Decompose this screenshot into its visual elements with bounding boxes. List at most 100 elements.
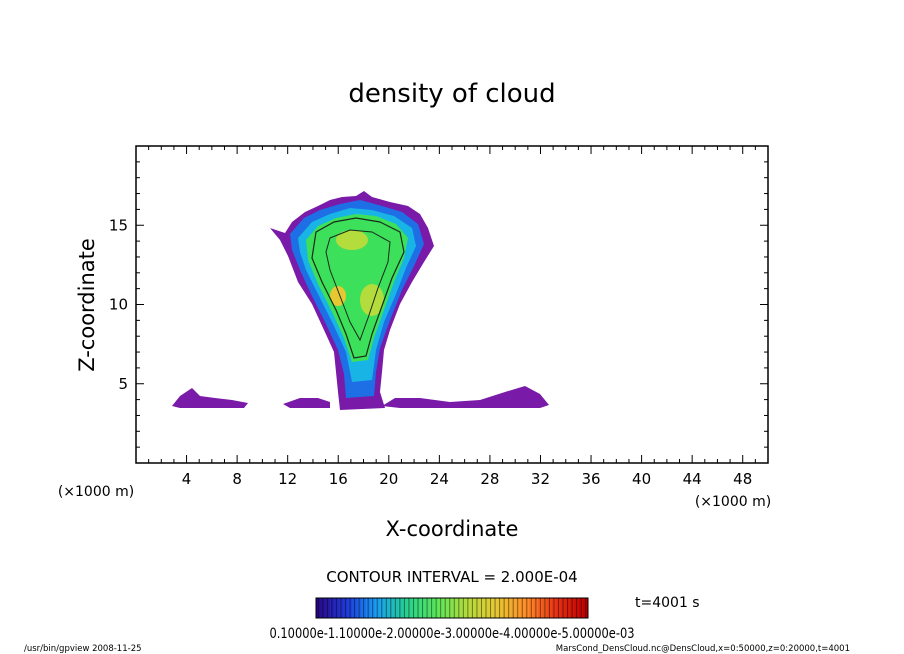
- colorbar-swatch: [538, 598, 544, 618]
- colorbar-swatch: [397, 598, 403, 618]
- colorbar-swatch: [465, 598, 471, 618]
- colorbar-swatch: [325, 598, 331, 618]
- colorbar-swatch: [420, 598, 426, 618]
- colorbar-swatch: [497, 598, 503, 618]
- cloud-contour-1: [311, 217, 405, 359]
- colorbar-swatch: [515, 598, 521, 618]
- plot-frame: [135, 145, 769, 464]
- colorbar-swatch: [501, 598, 507, 618]
- x-tick-label: 8: [232, 470, 242, 488]
- x-tick-label: 20: [379, 470, 398, 488]
- colorbar-border: [315, 597, 589, 619]
- colorbar-swatch: [320, 598, 326, 618]
- x-axis-ticks: 4 8 12 16 20 24 28 32 36 40 44 48: [135, 146, 769, 488]
- colorbar-swatch: [415, 598, 421, 618]
- colorbar-swatch: [429, 598, 435, 618]
- x-tick-label: 36: [581, 470, 600, 488]
- colorbar-swatch: [343, 598, 349, 618]
- cloud-low-layer-left: [172, 388, 248, 408]
- cloud-field: [172, 191, 549, 410]
- x-tick-label: 12: [278, 470, 297, 488]
- colorbar-swatch: [384, 598, 390, 618]
- colorbar-swatch: [438, 598, 444, 618]
- colorbar-swatch: [352, 598, 358, 618]
- cloud-low-layer-right: [382, 386, 549, 408]
- x-tick-label: 40: [632, 470, 651, 488]
- y-tick-label: 5: [118, 375, 128, 393]
- colorbar-swatch: [379, 598, 385, 618]
- x-tick-label: 4: [182, 470, 192, 488]
- colorbar-swatch: [347, 598, 353, 618]
- x-unit-right: (×1000 m): [695, 494, 771, 510]
- x-unit-left: (×1000 m): [58, 484, 134, 500]
- time-label: t=4001 s: [635, 595, 700, 611]
- colorbar-swatch: [442, 598, 448, 618]
- y-tick-label: 10: [109, 296, 128, 314]
- colorbar-swatch: [424, 598, 430, 618]
- x-tick-label: 24: [430, 470, 449, 488]
- x-tick-label: 44: [683, 470, 702, 488]
- colorbar-swatch: [316, 598, 322, 618]
- colorbar-swatch: [574, 598, 580, 618]
- colorbar-swatch: [560, 598, 566, 618]
- x-axis-label: X-coordinate: [386, 517, 519, 541]
- colorbar-swatch: [533, 598, 539, 618]
- colorbar-swatch: [356, 598, 362, 618]
- contour-interval: CONTOUR INTERVAL = 2.000E-04: [326, 568, 577, 586]
- colorbar-tick-labels: 0.10000e-1.10000e-2.00000e-3.00000e-4.00…: [270, 626, 635, 642]
- colorbar-swatch: [474, 598, 480, 618]
- colorbar-swatch: [452, 598, 458, 618]
- cloud-plume-green: [306, 214, 408, 362]
- colorbar-swatch: [520, 598, 526, 618]
- colorbar-swatch: [565, 598, 571, 618]
- x-tick-label: 48: [733, 470, 752, 488]
- footer-right: MarsCond_DensCloud.nc@DensCloud,x=0:5000…: [556, 644, 850, 654]
- colorbar-swatch: [556, 598, 562, 618]
- chart-title: density of cloud: [348, 79, 555, 109]
- colorbar-swatch: [456, 598, 462, 618]
- colorbar-swatch: [506, 598, 512, 618]
- colorbar-swatch: [406, 598, 412, 618]
- colorbar-swatch: [542, 598, 548, 618]
- cloud-core-spot-2: [360, 284, 384, 316]
- x-tick-label: 32: [531, 470, 550, 488]
- colorbar-swatch: [529, 598, 535, 618]
- colorbar-swatch: [578, 598, 584, 618]
- y-axis-label: Z-coordinate: [75, 238, 99, 372]
- footer-left: /usr/bin/gpview 2008-11-25: [24, 644, 142, 654]
- y-axis-ticks: 5 10 15: [109, 145, 768, 464]
- colorbar-swatch: [492, 598, 498, 618]
- colorbar-swatch: [370, 598, 376, 618]
- colorbar-swatch: [470, 598, 476, 618]
- cloud-core-spot-1: [336, 230, 368, 250]
- colorbar-swatch: [411, 598, 417, 618]
- colorbar-swatch: [447, 598, 453, 618]
- colorbar-swatch: [488, 598, 494, 618]
- colorbar-swatch: [479, 598, 485, 618]
- colorbar-swatch: [547, 598, 553, 618]
- colorbar-swatch: [461, 598, 467, 618]
- colorbar-swatch: [338, 598, 344, 618]
- plot-area: [135, 145, 769, 464]
- x-tick-label: 28: [480, 470, 499, 488]
- y-tick-label: 15: [109, 216, 128, 234]
- colorbar-swatch: [365, 598, 371, 618]
- colorbar-swatch: [334, 598, 340, 618]
- colorbar-swatch: [551, 598, 557, 618]
- colorbar-swatch: [433, 598, 439, 618]
- colorbar-swatch: [483, 598, 489, 618]
- x-tick-label: 16: [329, 470, 348, 488]
- colorbar: [315, 597, 589, 619]
- colorbar-swatch: [569, 598, 575, 618]
- colorbar-swatch: [361, 598, 367, 618]
- colorbar-swatch: [374, 598, 380, 618]
- cloud-low-layer-mid: [283, 398, 330, 408]
- colorbar-swatch: [510, 598, 516, 618]
- colorbar-swatch: [329, 598, 335, 618]
- cloud-contour-2: [325, 229, 391, 342]
- colorbar-swatch: [402, 598, 408, 618]
- colorbar-swatch: [393, 598, 399, 618]
- colorbar-swatch: [388, 598, 394, 618]
- colorbar-swatch: [524, 598, 530, 618]
